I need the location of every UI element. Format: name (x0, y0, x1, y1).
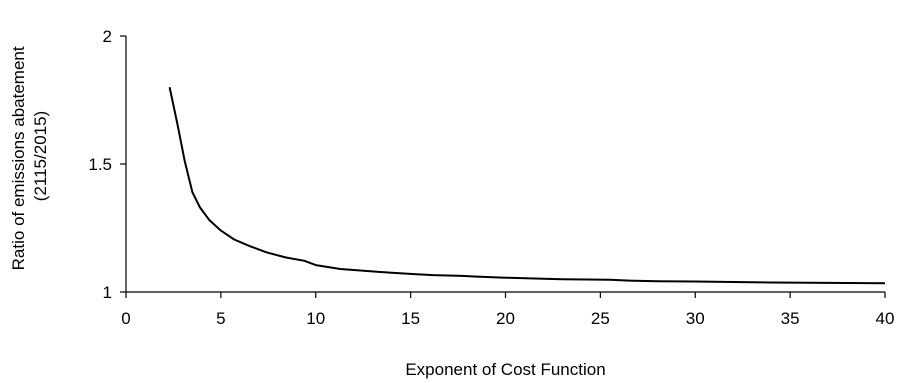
x-tick-label: 25 (591, 309, 610, 328)
series-line (168, 86, 886, 285)
x-tick-label: 40 (876, 309, 895, 328)
x-tick-label: 10 (306, 309, 325, 328)
y-axis-title: Ratio of emissions abatement (2115/2015) (9, 42, 50, 271)
x-tick-label: 0 (121, 309, 130, 328)
x-ticks: 0 5 10 15 20 25 30 35 40 (121, 292, 894, 328)
y-axis-title-line-2: (2115/2015) (31, 111, 50, 201)
axes (125, 36, 885, 293)
x-tick-label: 15 (401, 309, 420, 328)
y-axis-title-line-1: Ratio of emissions abatement (9, 46, 28, 270)
y-ticks: 11.52 (88, 27, 126, 302)
x-tick-label: 20 (496, 309, 515, 328)
y-tick-label: 1.5 (88, 155, 112, 174)
x-axis-title: Exponent of Cost Function (405, 360, 605, 379)
x-tick-label: 35 (781, 309, 800, 328)
x-tick-label: 30 (686, 309, 705, 328)
series (168, 86, 886, 285)
x-tick-label: 5 (216, 309, 225, 328)
y-tick-label: 2 (103, 27, 112, 46)
y-tick-label: 1 (103, 283, 112, 302)
